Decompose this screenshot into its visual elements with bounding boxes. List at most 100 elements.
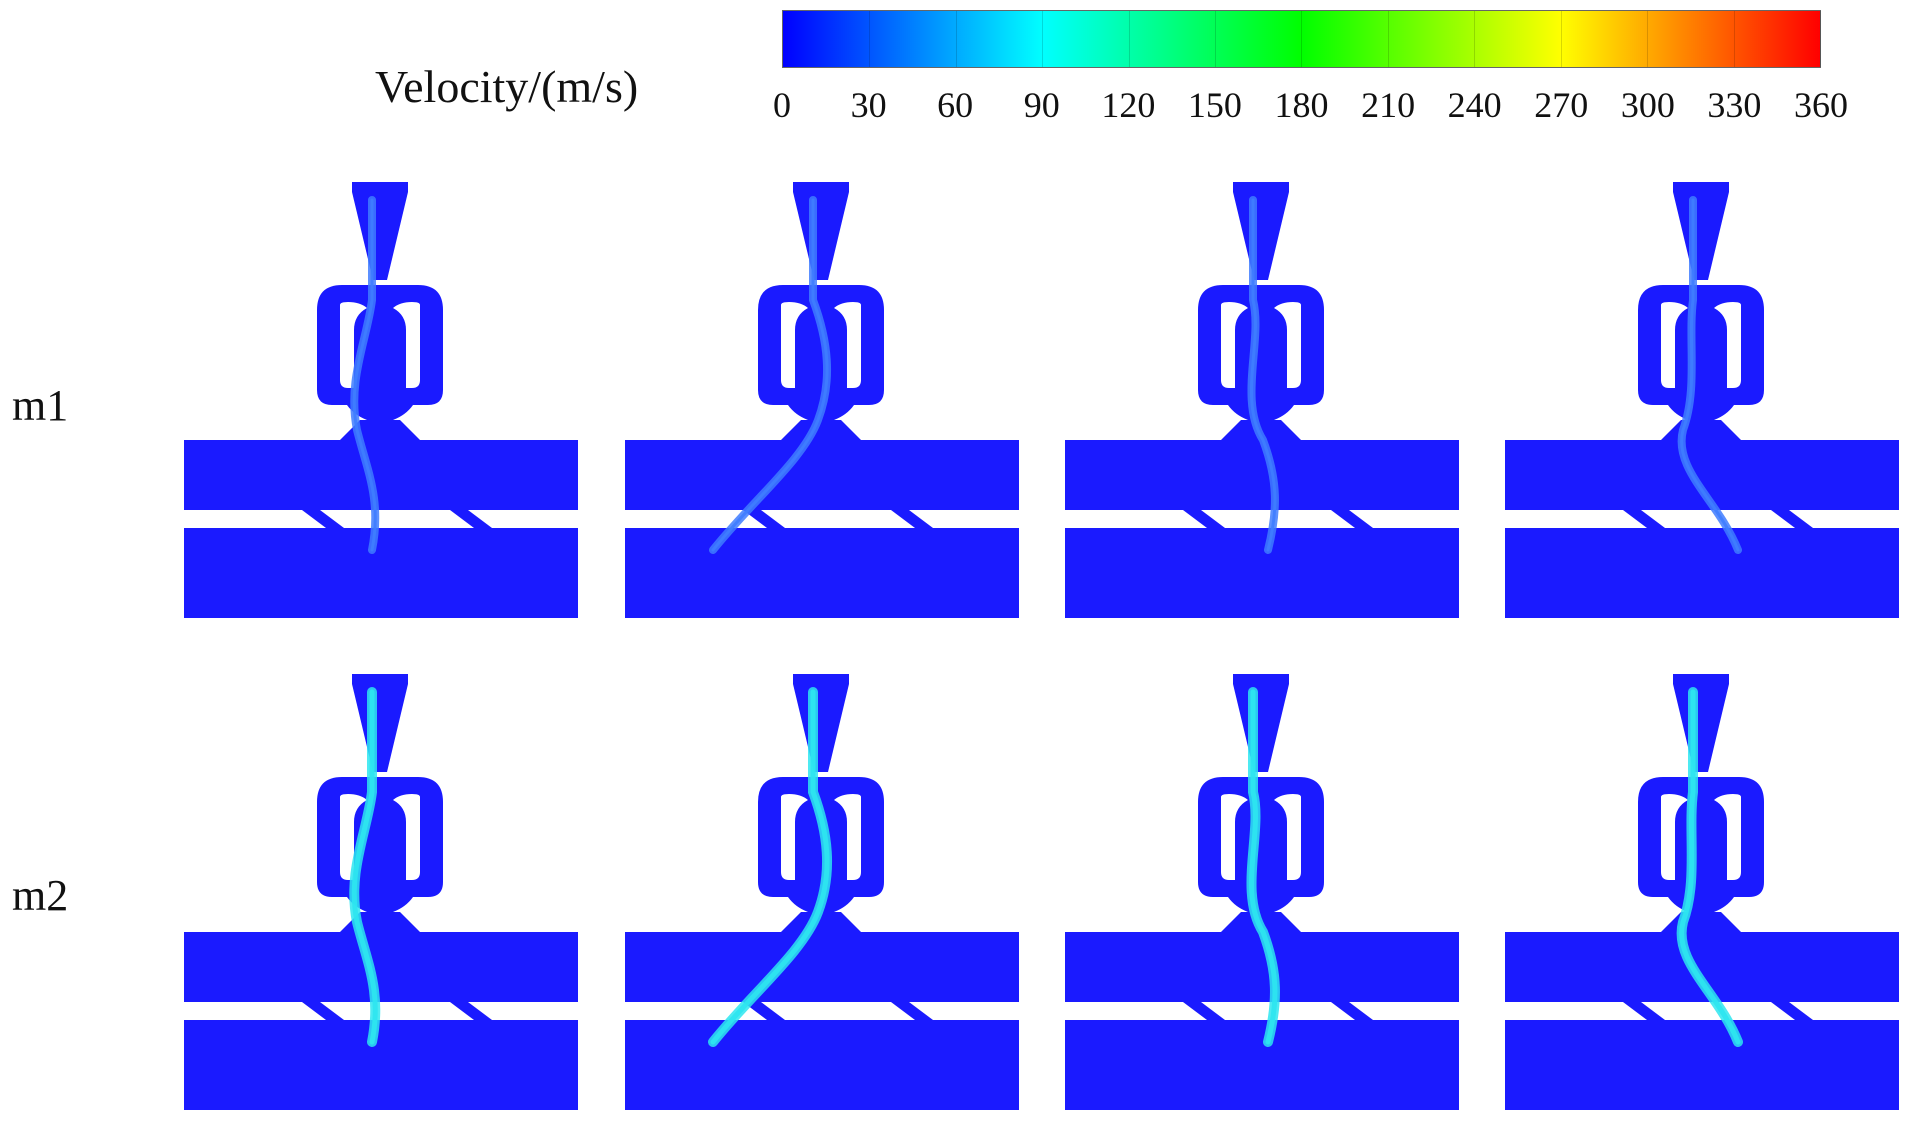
colorbar-tick-label: 210 [1361,85,1416,125]
velocity-contour-panel [623,180,1021,624]
row-label-m1: m1 [12,381,69,430]
nozzle [1673,674,1729,772]
connector-right [1331,1002,1373,1020]
colorbar-tick-label: 180 [1274,85,1329,125]
connector-right [1331,510,1373,528]
velocity-colorbar [782,10,1821,68]
colorbar-tick-label: 60 [937,85,974,125]
nozzle [793,182,849,280]
velocity-contour-panel [1063,672,1461,1116]
colorbar-tick-label: 90 [1023,85,1060,125]
colorbar-segment [1561,11,1649,67]
chamber [1638,285,1764,420]
chamber [317,285,443,420]
contour-plot [1505,674,1899,1110]
lower-channel [1505,528,1899,618]
velocity-contour-panel [1503,180,1901,624]
throat [1661,420,1741,440]
upper-channel [1505,932,1899,1002]
velocity-contour-panel [182,180,580,624]
chamber [1198,285,1324,420]
colorbar-tick-label: 300 [1620,85,1675,125]
contour-plot [184,182,578,618]
lower-channel [625,1020,1019,1110]
lower-channel [184,1020,578,1110]
upper-channel [184,440,578,510]
jet-core [1250,198,1277,552]
velocity-contour-panel [623,672,1021,1116]
jet-core [351,689,378,1045]
connector-left [1183,510,1225,528]
upper-channel [625,440,1019,510]
contour-plot [625,674,1019,1110]
colorbar-segment [1042,11,1130,67]
nozzle [793,674,849,772]
connector-right [891,510,933,528]
throat [781,420,861,440]
upper-channel [1065,440,1459,510]
colorbar-tick-label: 0 [773,85,791,125]
colorbar-segment [783,11,871,67]
row-label-m2: m2 [12,871,69,920]
lower-channel [625,528,1019,618]
colorbar-segment [1647,11,1735,67]
contour-plot [184,674,578,1110]
colorbar-tick-label: 330 [1707,85,1762,125]
connector-right [450,510,492,528]
connector-left [302,510,344,528]
colorbar-tick-label: 270 [1534,85,1589,125]
connector-left [1183,1002,1225,1020]
contour-plot [1505,182,1899,618]
jet-core [1249,689,1278,1045]
upper-channel [1505,440,1899,510]
colorbar-segment [1474,11,1562,67]
velocity-contour-panel [182,672,580,1116]
colorbar-segment [869,11,957,67]
chamber [1638,777,1764,912]
connector-left [743,510,785,528]
jet-core [1679,689,1741,1045]
colorbar-segment [1302,11,1389,67]
connector-right [891,1002,933,1020]
upper-channel [184,932,578,1002]
upper-channel [625,932,1019,1002]
jet-core [1680,198,1740,552]
connector-left [302,1002,344,1020]
velocity-contour-panel [1503,672,1901,1116]
lower-channel [1065,1020,1459,1110]
velocity-contour-panel [1063,180,1461,624]
nozzle [1233,674,1289,772]
connector-left [1623,1002,1665,1020]
colorbar-segment [1388,11,1476,67]
colorbar-tick-label: 150 [1187,85,1242,125]
lower-channel [184,528,578,618]
contour-plot [1065,182,1459,618]
nozzle [352,674,408,772]
connector-left [743,1002,785,1020]
jet-core [710,689,830,1045]
nozzle [1233,182,1289,280]
jet-core [711,198,829,552]
colorbar-tick-label: 360 [1794,85,1848,125]
colorbar-segment [956,11,1044,67]
colorbar-tick-label: 120 [1101,85,1156,125]
jet-core [352,198,377,552]
colorbar-tick-label: 240 [1447,85,1502,125]
colorbar-tick-label: 30 [850,85,887,125]
contour-plot [625,182,1019,618]
connector-right [1771,1002,1813,1020]
connector-right [450,1002,492,1020]
connector-left [1623,510,1665,528]
chamber [317,777,443,912]
nozzle [1673,182,1729,280]
chamber [758,285,884,420]
lower-channel [1065,528,1459,618]
throat [1661,912,1741,932]
velocity-legend-title: Velocity/(m/s) [375,61,639,112]
chamber [1198,777,1324,912]
throat [781,912,861,932]
colorbar-segment [1734,11,1821,67]
contour-plot [1065,674,1459,1110]
connector-right [1771,510,1813,528]
colorbar-segment [1215,11,1303,67]
